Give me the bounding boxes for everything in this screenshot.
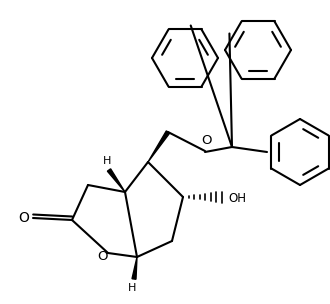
Polygon shape <box>132 257 137 279</box>
Text: H: H <box>128 283 136 293</box>
Text: O: O <box>98 250 108 262</box>
Polygon shape <box>107 169 125 192</box>
Text: H: H <box>103 156 111 166</box>
Text: OH: OH <box>228 192 246 205</box>
Text: O: O <box>201 134 211 147</box>
Polygon shape <box>148 131 170 162</box>
Text: O: O <box>18 211 29 225</box>
